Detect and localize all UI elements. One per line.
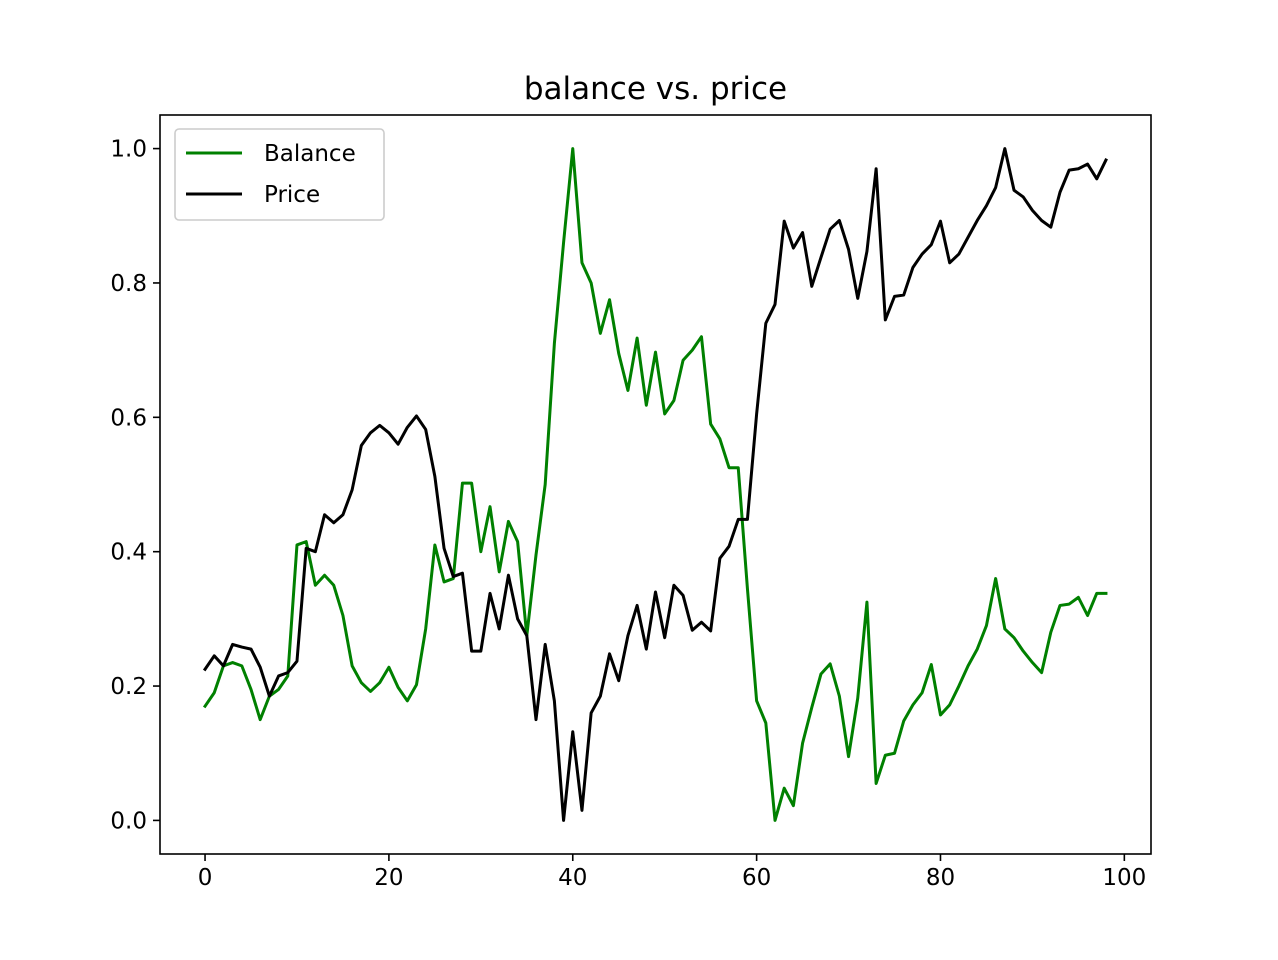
y-axis: 0.0 0.2 0.4 0.6 0.8 1.0 (110, 137, 160, 834)
y-tick-label: 0.0 (110, 808, 147, 834)
legend-label-price: Price (264, 182, 320, 208)
x-tick-label: 100 (1102, 865, 1146, 891)
x-tick-label: 80 (926, 865, 955, 891)
chart-title: balance vs. price (524, 71, 787, 107)
y-tick-label: 0.4 (110, 540, 147, 566)
series-line-balance (202, 147, 1108, 822)
y-tick-label: 0.6 (110, 405, 147, 431)
plot-area (160, 115, 1151, 854)
plot-frame (159, 114, 1152, 855)
x-axis: 0 20 40 60 80 100 (198, 854, 1146, 891)
x-tick-label: 60 (742, 865, 771, 891)
legend-label-balance: Balance (264, 141, 356, 167)
x-tick-label: 40 (558, 865, 587, 891)
series-line-price (202, 147, 1108, 822)
y-tick-label: 0.2 (110, 674, 147, 700)
series-layer (202, 147, 1108, 822)
x-tick-label: 20 (374, 865, 403, 891)
x-tick-label: 0 (198, 865, 213, 891)
y-tick-label: 0.8 (110, 271, 147, 297)
y-tick-label: 1.0 (110, 137, 147, 163)
legend: Balance Price (174, 128, 385, 221)
